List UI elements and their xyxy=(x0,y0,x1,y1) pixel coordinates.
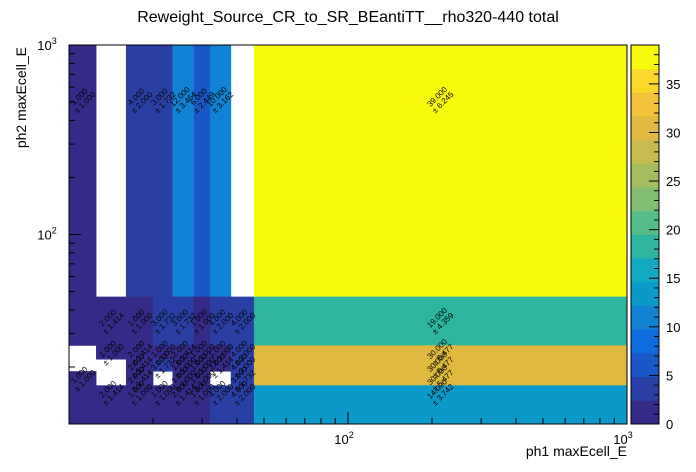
colorbar-segment xyxy=(631,116,659,141)
heatmap-cell xyxy=(253,296,628,346)
heatmap-cell xyxy=(125,399,154,425)
heatmap-cell xyxy=(172,399,195,425)
heatmap-cell xyxy=(253,385,628,400)
heatmap-cell xyxy=(172,359,195,372)
heatmap-cell xyxy=(69,296,97,346)
heatmap-cell xyxy=(230,359,255,372)
y-tick-label: 102 xyxy=(37,226,56,243)
heatmap-cell xyxy=(253,345,628,360)
colorbar: 0 5 10 15 20 25 30 35 xyxy=(630,44,680,432)
heatmap-cell xyxy=(230,385,255,400)
colorbar-tick-label: 25 xyxy=(666,174,680,189)
heatmap-cell xyxy=(193,45,211,298)
colorbar-frame xyxy=(630,44,660,425)
heatmap-cell xyxy=(193,399,211,425)
heatmap-cell xyxy=(193,345,211,360)
colorbar-segment xyxy=(631,352,659,378)
heatmap-cell xyxy=(96,399,127,425)
heatmap-cell xyxy=(69,385,97,400)
heatmap-cell xyxy=(172,345,195,360)
heatmap-cell xyxy=(152,385,173,400)
heatmap-cell xyxy=(69,45,97,298)
colorbar-tick-label: 0 xyxy=(666,417,673,432)
heatmap-cell xyxy=(125,296,154,346)
heatmap-cell xyxy=(230,345,255,360)
heatmap-cell xyxy=(96,385,127,400)
heatmap-cell xyxy=(152,359,173,372)
heatmap-cell xyxy=(253,45,628,298)
heatmap-cell xyxy=(230,296,255,346)
heatmap-cell xyxy=(125,359,154,372)
heatmap-cell xyxy=(209,385,232,400)
heatmap-cell xyxy=(125,45,154,298)
heatmap-cell xyxy=(125,385,154,400)
colorbar-segment xyxy=(631,376,659,401)
heatmap-cell xyxy=(172,296,195,346)
colorbar-segment xyxy=(631,329,659,354)
chart-title: Reweight_Source_CR_to_SR_BEantiTT__rho32… xyxy=(137,9,559,26)
colorbar-segment xyxy=(631,234,659,259)
heatmap-cell xyxy=(193,359,211,372)
heatmap-cell xyxy=(193,371,211,386)
heatmap-cell xyxy=(209,399,232,425)
heatmap-cell xyxy=(152,45,173,298)
heatmap-cell xyxy=(209,359,232,372)
heatmap-cell xyxy=(230,371,255,386)
heatmap-cell xyxy=(125,371,154,386)
heatmap-cell xyxy=(125,345,154,360)
heatmap-cell xyxy=(69,371,97,386)
colorbar-tick-label: 5 xyxy=(666,368,673,383)
heatmap-cell xyxy=(152,345,173,360)
x-axis-label: ph1 maxEcell_E xyxy=(526,443,627,459)
heatmap-cell xyxy=(209,345,232,360)
colorbar-tick-label: 35 xyxy=(666,77,680,92)
colorbar-segment xyxy=(631,45,659,70)
heatmap-cell xyxy=(172,371,195,386)
heatmap-cell xyxy=(193,385,211,400)
colorbar-tick-label: 20 xyxy=(666,223,680,238)
heatmap-cell xyxy=(69,399,97,425)
y-axis-label: ph2 maxEcell_E xyxy=(13,47,29,148)
heatmap-cell xyxy=(253,371,628,386)
heatmap-cell xyxy=(96,296,127,346)
colorbar-segment xyxy=(631,210,659,235)
colorbar-segment xyxy=(631,163,659,188)
colorbar-segment xyxy=(631,281,659,306)
heatmap-cell xyxy=(172,385,195,400)
heatmap-cell xyxy=(96,345,127,360)
colorbar-tick-label: 10 xyxy=(666,320,680,335)
y-tick-label: 103 xyxy=(37,36,56,53)
colorbar-segment xyxy=(631,68,659,93)
heatmap-cell xyxy=(152,399,173,425)
colorbar-tick-label: 15 xyxy=(666,271,680,286)
heatmap-cell xyxy=(209,296,232,346)
colorbar-segment xyxy=(631,305,659,330)
heatmap-cell xyxy=(152,296,173,346)
heatmap-cell xyxy=(172,45,195,298)
heatmap-cell xyxy=(193,296,211,346)
heatmap-cell xyxy=(209,45,232,298)
heatmap-cell xyxy=(253,359,628,372)
colorbar-segment xyxy=(631,400,659,425)
heatmap-cells xyxy=(69,45,628,425)
colorbar-tick-label: 30 xyxy=(666,125,680,140)
colorbar-segment xyxy=(631,92,659,117)
x-tick-label: 102 xyxy=(334,430,353,447)
